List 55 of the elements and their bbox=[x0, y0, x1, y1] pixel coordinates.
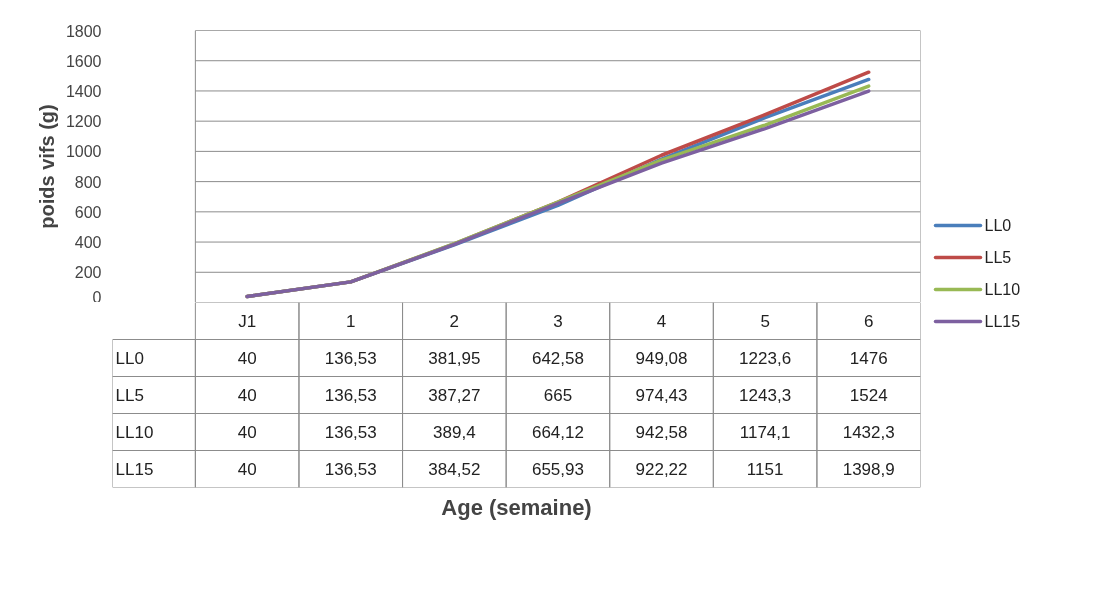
data-label: 922,22 bbox=[635, 460, 688, 479]
text: LL5 bbox=[115, 385, 144, 405]
x-tick-label: 6 bbox=[863, 312, 874, 331]
y-tick-label: 1200 bbox=[65, 113, 102, 131]
y-tick-label: 1000 bbox=[65, 143, 102, 161]
x-tick-label: 4 bbox=[656, 312, 667, 331]
y-tick-label: 400 bbox=[74, 234, 102, 252]
data-label: 655,93 bbox=[531, 460, 584, 479]
data-label: 1524 bbox=[849, 386, 888, 405]
data-label: 942,58 bbox=[635, 423, 688, 442]
y-tick-label: 800 bbox=[74, 173, 102, 191]
legend-label: LL15 bbox=[984, 313, 1021, 330]
data-label: 1432,3 bbox=[842, 423, 895, 442]
data-label: 40 bbox=[237, 349, 257, 368]
data-label: 136,53 bbox=[324, 386, 377, 405]
x-tick-label: 2 bbox=[449, 312, 460, 331]
data-label: 40 bbox=[237, 386, 257, 405]
data-label: 1243,3 bbox=[739, 386, 792, 405]
data-label: 1398,9 bbox=[842, 460, 895, 479]
y-tick-label: 1600 bbox=[65, 52, 102, 70]
data-label: 40 bbox=[237, 460, 257, 479]
y-tick-label: 1800 bbox=[65, 22, 102, 40]
x-tick-label: 1 bbox=[346, 312, 356, 331]
data-label: 389,4 bbox=[433, 423, 476, 442]
data-label: 1223,6 bbox=[739, 349, 792, 368]
data-label: 136,53 bbox=[324, 423, 377, 442]
y-tick-label: 0 bbox=[92, 288, 102, 306]
data-label: 387,27 bbox=[428, 386, 481, 405]
data-label: 1151 bbox=[746, 460, 784, 479]
legend-label: LL10 bbox=[984, 281, 1021, 298]
text: Age (semaine) bbox=[441, 494, 592, 520]
text: LL10 bbox=[115, 422, 154, 442]
legend-label: LL0 bbox=[984, 217, 1012, 234]
text: LL0 bbox=[115, 348, 144, 368]
data-label: 665 bbox=[543, 386, 573, 405]
text: LL15 bbox=[115, 459, 154, 479]
data-label: 40 bbox=[237, 423, 257, 442]
data-label: 1476 bbox=[849, 349, 888, 368]
data-label: 381,95 bbox=[428, 349, 481, 368]
data-label: 136,53 bbox=[324, 349, 377, 368]
data-label: 136,53 bbox=[324, 460, 377, 479]
data-label: 642,58 bbox=[531, 349, 584, 368]
data-label: 384,52 bbox=[428, 460, 481, 479]
x-tick-label: J1 bbox=[238, 311, 257, 331]
data-label: 664,12 bbox=[531, 423, 584, 442]
legend-label: LL5 bbox=[984, 249, 1012, 266]
y-tick-label: 200 bbox=[74, 264, 102, 282]
y-tick-label: 600 bbox=[74, 203, 102, 221]
x-tick-label: 3 bbox=[553, 312, 563, 331]
x-tick-label: 5 bbox=[760, 312, 770, 331]
data-label: 1174,1 bbox=[739, 423, 791, 442]
data-label: 949,08 bbox=[635, 349, 688, 368]
data-label: 974,43 bbox=[635, 386, 688, 405]
y-axis-title: poids vifs (g) bbox=[35, 104, 58, 229]
y-tick-label: 1400 bbox=[65, 82, 102, 100]
